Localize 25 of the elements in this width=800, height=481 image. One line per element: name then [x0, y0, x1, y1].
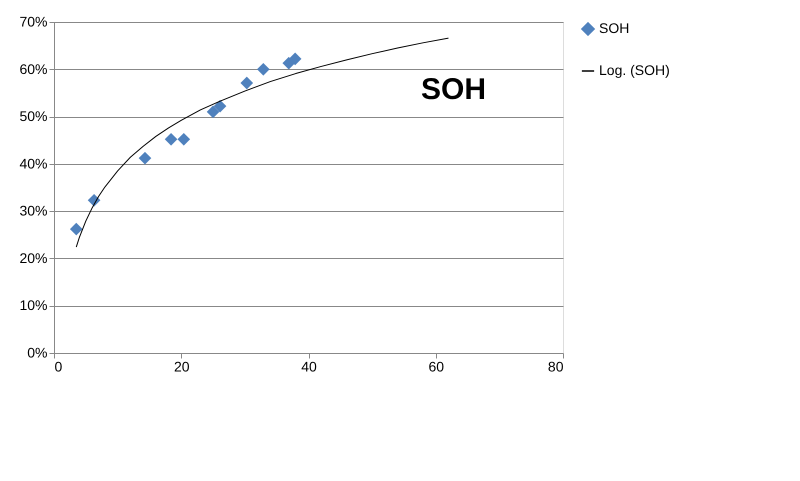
x-tick-label: 0	[54, 358, 62, 374]
legend-label: Log. (SOH)	[599, 62, 670, 78]
point	[214, 100, 226, 112]
y-tick-label: 70%	[19, 14, 48, 30]
legend-label: SOH	[599, 20, 630, 36]
text: SOH	[420, 73, 486, 106]
x-tick-label: 80	[548, 358, 564, 374]
y-tick-label: 40%	[19, 155, 48, 172]
point	[138, 152, 152, 165]
point	[206, 106, 220, 118]
y-tick-label: 50%	[19, 108, 48, 124]
y-tick-label: 10%	[19, 297, 48, 314]
point	[240, 76, 254, 90]
x-tick-label: 60	[428, 358, 444, 374]
point	[164, 132, 178, 146]
point	[257, 62, 270, 76]
y-tick-label: 20%	[19, 250, 48, 266]
point	[288, 52, 302, 66]
y-tick-label: 0%	[27, 344, 48, 360]
x-tick-label: 20	[174, 358, 190, 374]
point	[177, 132, 190, 146]
y-tick-label: 60%	[19, 60, 48, 77]
y-tick-label: 30%	[19, 202, 48, 219]
x-tick-label: 40	[301, 358, 317, 374]
point	[70, 222, 83, 236]
